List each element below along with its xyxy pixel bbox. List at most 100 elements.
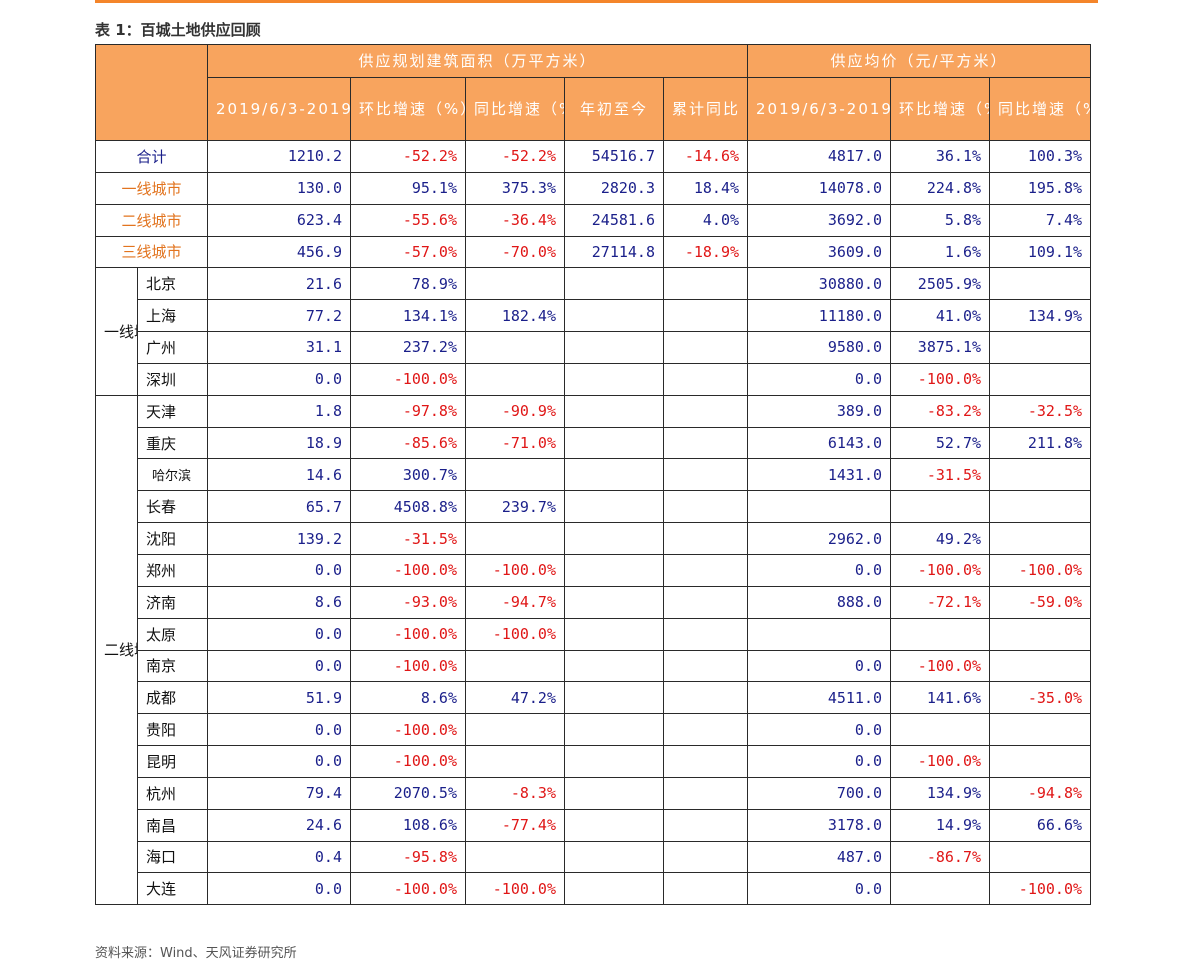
value-cell: 2505.9% [890,267,991,301]
value-cell: 47.2% [465,681,565,715]
header-price-group: 供应均价（元/平方米） [747,44,1092,78]
value-cell [890,617,991,651]
value-cell: -31.5% [890,458,991,492]
city-row: 成都 51.9 8.6% 47.2% 4511.0 141.6% -35.0% [96,681,1092,715]
value-cell: -71.0% [465,426,565,460]
value-cell: -55.6% [350,203,466,237]
value-cell: 2962.0 [747,522,892,555]
value-cell: 24.6 [207,808,351,842]
value-cell: 78.9% [350,267,466,301]
value-cell: 300.7% [350,458,466,492]
value-cell: 14078.0 [747,171,892,205]
value-cell: -8.3% [465,776,565,810]
value-cell: -90.9% [465,394,565,428]
value-cell [989,458,1092,492]
row-label: 一线城市 [95,171,208,205]
value-cell: -100.0% [350,649,466,683]
row-label: 合计 [95,140,208,173]
summary-row: 一线城市 130.0 95.1% 375.3% 2820.3 18.4% 14078.0 22… [95,171,1092,205]
value-cell: -52.2% [465,140,565,173]
value-cell [890,872,991,906]
value-cell: -100.0% [350,553,466,587]
summary-row: 合计 1210.2 -52.2% -52.2% 54516.7 -14.6% 4817.0 3… [95,140,1092,173]
value-cell [747,617,892,651]
city-name: 郑州 [137,553,208,587]
value-cell: 6143.0 [747,426,892,460]
value-cell [989,840,1092,874]
value-cell [465,458,565,492]
value-cell [662,267,749,301]
group-label: 二线城市 [95,394,138,906]
value-cell: 66.6% [989,808,1092,842]
value-cell: 0.0 [747,553,892,587]
source-note: 资料来源：Wind、天风证券研究所 [95,946,297,961]
value-cell [564,808,664,842]
value-cell: 7.4% [989,203,1092,237]
value-cell: 3875.1% [890,331,991,364]
city-name: 南昌 [137,808,208,842]
city-row: 南昌 24.6 108.6% -77.4% 3178.0 14.9% 66.6% [96,808,1092,842]
value-cell: 18.9 [207,426,351,460]
value-cell [465,267,565,301]
group-label: 一线城市 [95,267,138,396]
land-supply-table: 供应规划建筑面积（万平方米） 供应均价（元/平方米） 2019/6/3-2019… [95,44,1092,906]
value-cell: 77.2 [207,299,351,333]
value-cell [465,649,565,683]
value-cell [465,522,565,555]
value-cell [989,490,1092,524]
value-cell: 5.8% [890,203,991,237]
value-cell: 139.2 [207,522,351,555]
value-cell [662,617,749,651]
value-cell: 0.0 [207,745,351,778]
value-cell: 4508.8% [350,490,466,524]
value-cell: 108.6% [350,808,466,842]
city-row: 太原 0.0 -100.0% -100.0% [96,617,1092,651]
value-cell [662,681,749,715]
value-cell: -70.0% [465,235,565,269]
header-area-week: 2019/6/3-2019/6/9 [207,77,351,141]
value-cell [564,840,664,874]
value-cell [989,331,1092,364]
city-row: 南京 0.0 -100.0% 0.0 -100.0% [96,649,1092,683]
value-cell: 141.6% [890,681,991,715]
value-cell: 375.3% [465,171,565,205]
value-cell: -93.0% [350,585,466,619]
header-row-columns: 2019/6/3-2019/6/9 环比增速（%） 同比增速（%） 年初至今 累… [96,77,1092,141]
value-cell: 487.0 [747,840,892,874]
header-area-ytd: 年初至今 [564,77,664,141]
value-cell: 31.1 [207,331,351,364]
value-cell [564,872,664,906]
value-cell: 27114.8 [564,235,664,269]
value-cell: 8.6 [207,585,351,619]
value-cell [564,713,664,747]
value-cell [662,872,749,906]
row-label: 二线城市 [95,203,208,237]
value-cell: 0.0 [747,745,892,778]
value-cell: 3178.0 [747,808,892,842]
value-cell [890,713,991,747]
header-price-hb: 环比增速（%） [890,77,991,141]
value-cell: -57.0% [350,235,466,269]
value-cell: 888.0 [747,585,892,619]
city-name: 成都 [137,681,208,715]
value-cell: 0.0 [207,713,351,747]
value-cell [564,776,664,810]
value-cell: 182.4% [465,299,565,333]
value-cell: 4511.0 [747,681,892,715]
value-cell: -100.0% [350,872,466,906]
value-cell: 41.0% [890,299,991,333]
city-row: 郑州 0.0 -100.0% -100.0% 0.0 -100.0% -100.0% [96,553,1092,587]
city-name: 深圳 [137,362,208,396]
value-cell [564,585,664,619]
value-cell [989,745,1092,778]
value-cell [465,331,565,364]
value-cell: 11180.0 [747,299,892,333]
value-cell: -100.0% [465,553,565,587]
value-cell: -83.2% [890,394,991,428]
value-cell: 0.0 [747,362,892,396]
header-corner [95,44,208,141]
summary-row: 二线城市 623.4 -55.6% -36.4% 24581.6 4.0% 3692.0 5.… [95,203,1092,237]
city-row: 广州 31.1 237.2% 9580.0 3875.1% [96,331,1092,364]
header-price-tb: 同比增速（%） [989,77,1092,141]
row-label: 三线城市 [95,235,208,269]
